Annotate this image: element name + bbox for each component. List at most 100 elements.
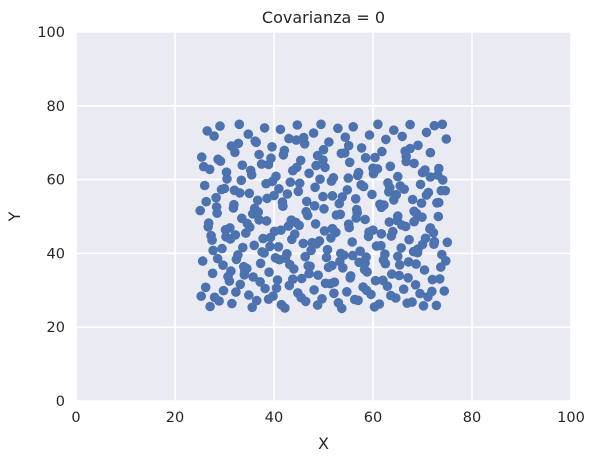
data-point (282, 189, 293, 199)
data-point (350, 194, 361, 204)
data-point (205, 301, 215, 312)
data-point (294, 178, 305, 189)
data-point (370, 152, 380, 163)
data-point (396, 243, 407, 253)
data-point (416, 198, 427, 208)
x-tick-label: 40 (265, 410, 283, 426)
data-point (393, 171, 403, 182)
data-points (195, 119, 453, 314)
data-point (300, 251, 311, 262)
x-tick-label: 0 (71, 410, 80, 426)
data-point (405, 119, 415, 130)
data-point (411, 208, 422, 219)
data-point (415, 179, 426, 190)
data-point (231, 254, 242, 265)
data-point (343, 173, 354, 183)
data-point (395, 181, 406, 191)
data-point (287, 234, 297, 245)
data-point (272, 275, 283, 285)
data-point (413, 140, 423, 151)
data-point (218, 260, 228, 271)
data-point (398, 284, 409, 295)
data-point (319, 204, 329, 214)
data-point (344, 157, 355, 168)
data-point (345, 273, 356, 283)
data-point (275, 124, 286, 135)
data-point (442, 237, 453, 248)
data-point (241, 228, 251, 238)
data-point (418, 301, 429, 311)
data-point (298, 238, 309, 249)
data-point (340, 148, 350, 158)
data-point (370, 275, 381, 286)
data-point (322, 244, 333, 255)
data-point (409, 158, 419, 169)
data-point (327, 191, 338, 201)
data-point (342, 185, 353, 195)
data-point (415, 288, 425, 299)
data-point (386, 231, 397, 241)
data-point (429, 236, 440, 247)
data-point (386, 290, 396, 301)
data-point (408, 246, 419, 257)
data-point (221, 232, 231, 242)
data-point (196, 152, 207, 162)
data-point (428, 227, 439, 238)
data-point (310, 219, 321, 229)
data-point (420, 165, 430, 175)
data-point (421, 190, 432, 200)
x-tick-label: 20 (166, 410, 184, 426)
data-point (437, 119, 448, 130)
y-tick-label: 80 (47, 99, 65, 115)
data-point (256, 159, 267, 169)
data-point (255, 258, 266, 269)
data-point (291, 217, 301, 228)
data-point (377, 146, 387, 157)
data-point (266, 153, 276, 163)
data-point (311, 160, 321, 171)
data-point (361, 252, 371, 262)
data-point (389, 195, 399, 205)
x-tick-label: 80 (463, 410, 481, 426)
data-point (436, 185, 447, 196)
data-point (353, 295, 363, 306)
data-point (410, 280, 421, 290)
data-point (347, 250, 358, 261)
data-point (239, 261, 249, 272)
data-point (321, 252, 332, 263)
data-point (261, 216, 272, 226)
data-point (331, 210, 342, 220)
data-point (247, 209, 258, 219)
data-point (285, 259, 295, 270)
data-point (199, 180, 210, 191)
data-point (401, 156, 412, 167)
data-point (285, 177, 296, 187)
y-tick-label: 40 (47, 246, 65, 262)
data-point (245, 165, 256, 176)
data-point (301, 196, 312, 207)
x-tick-labels: 0 20 40 60 80 100 (71, 410, 584, 426)
data-point (433, 170, 443, 180)
data-point (276, 225, 286, 235)
data-point (433, 211, 444, 222)
data-point (214, 296, 224, 306)
data-point (439, 286, 450, 296)
y-tick-label: 0 (56, 394, 65, 410)
data-point (421, 127, 432, 138)
data-point (249, 240, 259, 251)
data-point (262, 193, 272, 204)
y-tick-labels: 0 20 40 60 80 100 (37, 25, 65, 410)
data-point (303, 261, 314, 271)
data-point (228, 203, 239, 213)
data-point (402, 298, 413, 309)
data-point (361, 285, 372, 296)
data-point (441, 134, 452, 144)
chart-title: Covarianza = 0 (262, 8, 385, 27)
data-point (208, 245, 218, 256)
data-point (259, 123, 270, 133)
data-point (419, 265, 430, 275)
data-point (296, 292, 307, 303)
data-point (397, 131, 408, 142)
data-point (404, 234, 414, 245)
